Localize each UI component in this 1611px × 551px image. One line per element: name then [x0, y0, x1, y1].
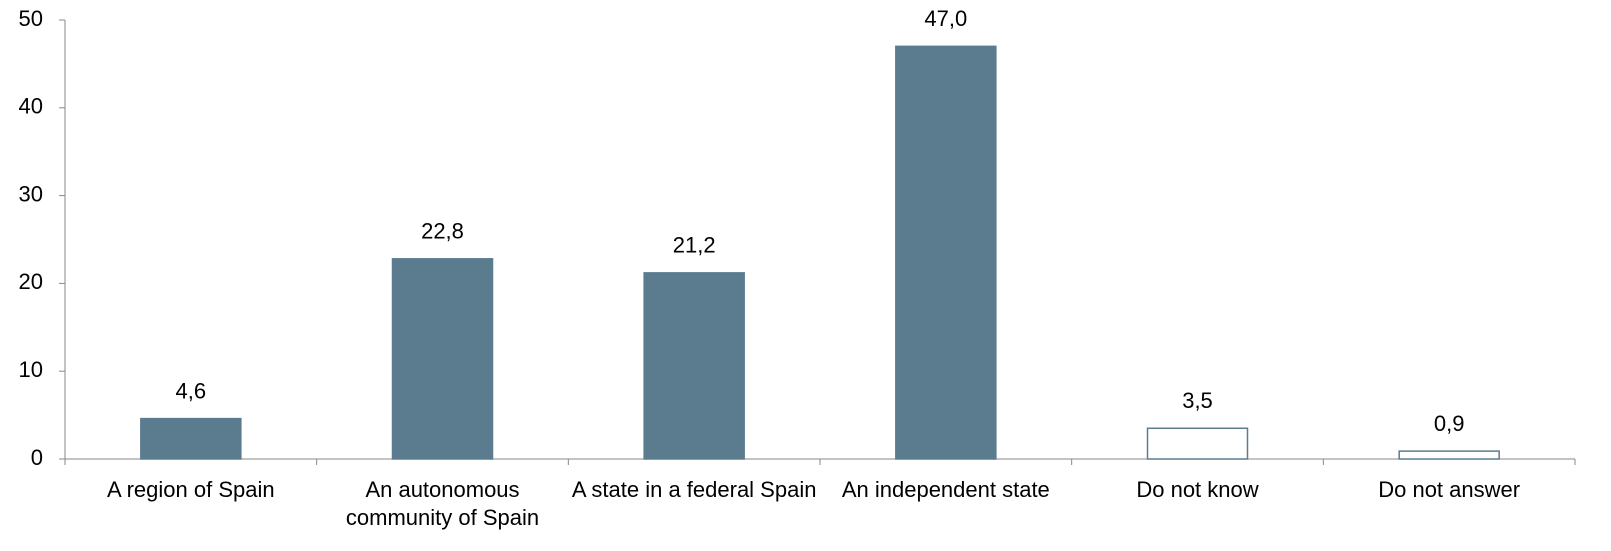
value-label: 47,0 [924, 6, 967, 31]
y-tick-label: 10 [19, 357, 43, 382]
x-tick-label: A region of Spain [107, 477, 275, 502]
value-label: 3,5 [1182, 388, 1213, 413]
y-tick-label: 30 [19, 181, 43, 206]
bar [643, 272, 745, 460]
bar [895, 45, 997, 460]
y-tick-label: 20 [19, 269, 43, 294]
x-tick-label: An autonomous community of Spain [345, 477, 540, 530]
x-tick-label: Do not answer [1378, 477, 1521, 502]
x-tick-label: An independent state [841, 477, 1050, 502]
y-tick-label: 40 [19, 94, 43, 119]
x-tick-label: Do not know [1136, 477, 1259, 502]
bar [1146, 427, 1249, 460]
x-tick-label: A state in a federal Spain [571, 477, 817, 502]
value-label: 22,8 [421, 219, 464, 244]
bar [1398, 450, 1500, 460]
value-label: 0,9 [1434, 411, 1465, 436]
bar [391, 258, 494, 460]
bar [140, 417, 242, 460]
value-label: 21,2 [673, 233, 716, 258]
value-label: 4,6 [176, 378, 207, 403]
y-tick-label: 50 [19, 6, 43, 31]
y-tick-label: 0 [31, 445, 43, 470]
